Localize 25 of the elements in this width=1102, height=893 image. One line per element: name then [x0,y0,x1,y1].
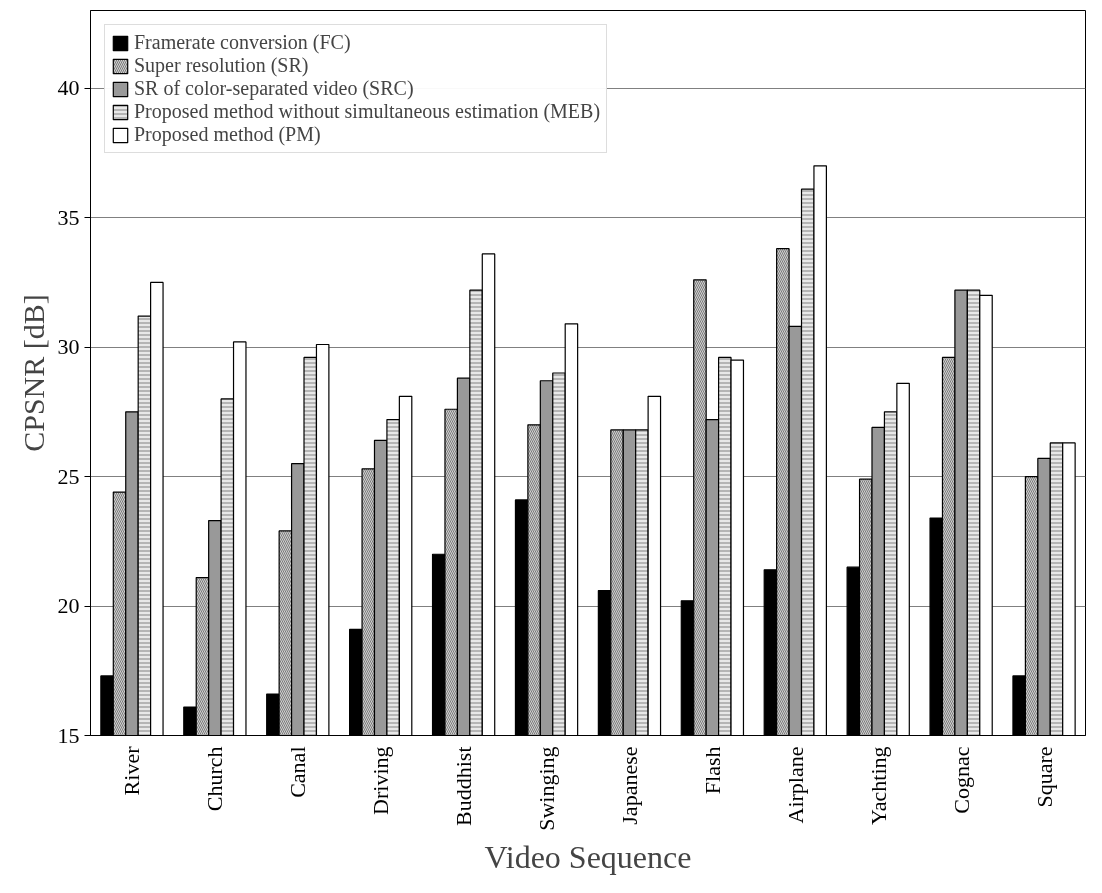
x-tick-label: Square [1031,746,1057,808]
y-tick-label: 40 [57,75,80,101]
y-tick-label: 15 [57,722,80,748]
x-tick-label: River [119,745,145,796]
x-tick-label: Cognac [948,746,974,814]
x-tick-label: Japanese [616,746,642,825]
legend-label: Super resolution (SR) [134,54,309,77]
y-tick-label: 20 [57,593,80,619]
x-tick-label: Buddhist [451,746,477,826]
x-tick-label: Yachting [865,746,891,825]
y-tick-label: 30 [57,334,80,360]
y-tick-label: 25 [57,463,80,489]
x-tick-label: Flash [699,746,725,795]
x-tick-label: Driving [368,746,394,815]
x-tick-label: Swinging [534,746,560,831]
legend-label: Proposed method (PM) [134,123,321,146]
y-axis-title: CPSNR [dB] [16,294,50,452]
x-tick-label: Church [202,746,228,812]
legend-label: Framerate conversion (FC) [134,31,351,54]
x-tick-label: Canal [285,746,311,798]
y-tick-label: 35 [57,204,80,230]
x-tick-label: Airplane [782,746,808,824]
legend-label: SR of color-separated video (SRC) [134,77,414,100]
x-axis-title: Video Sequence [484,838,692,875]
legend-label: Proposed method without simultaneous estimation (MEB) [134,100,601,123]
